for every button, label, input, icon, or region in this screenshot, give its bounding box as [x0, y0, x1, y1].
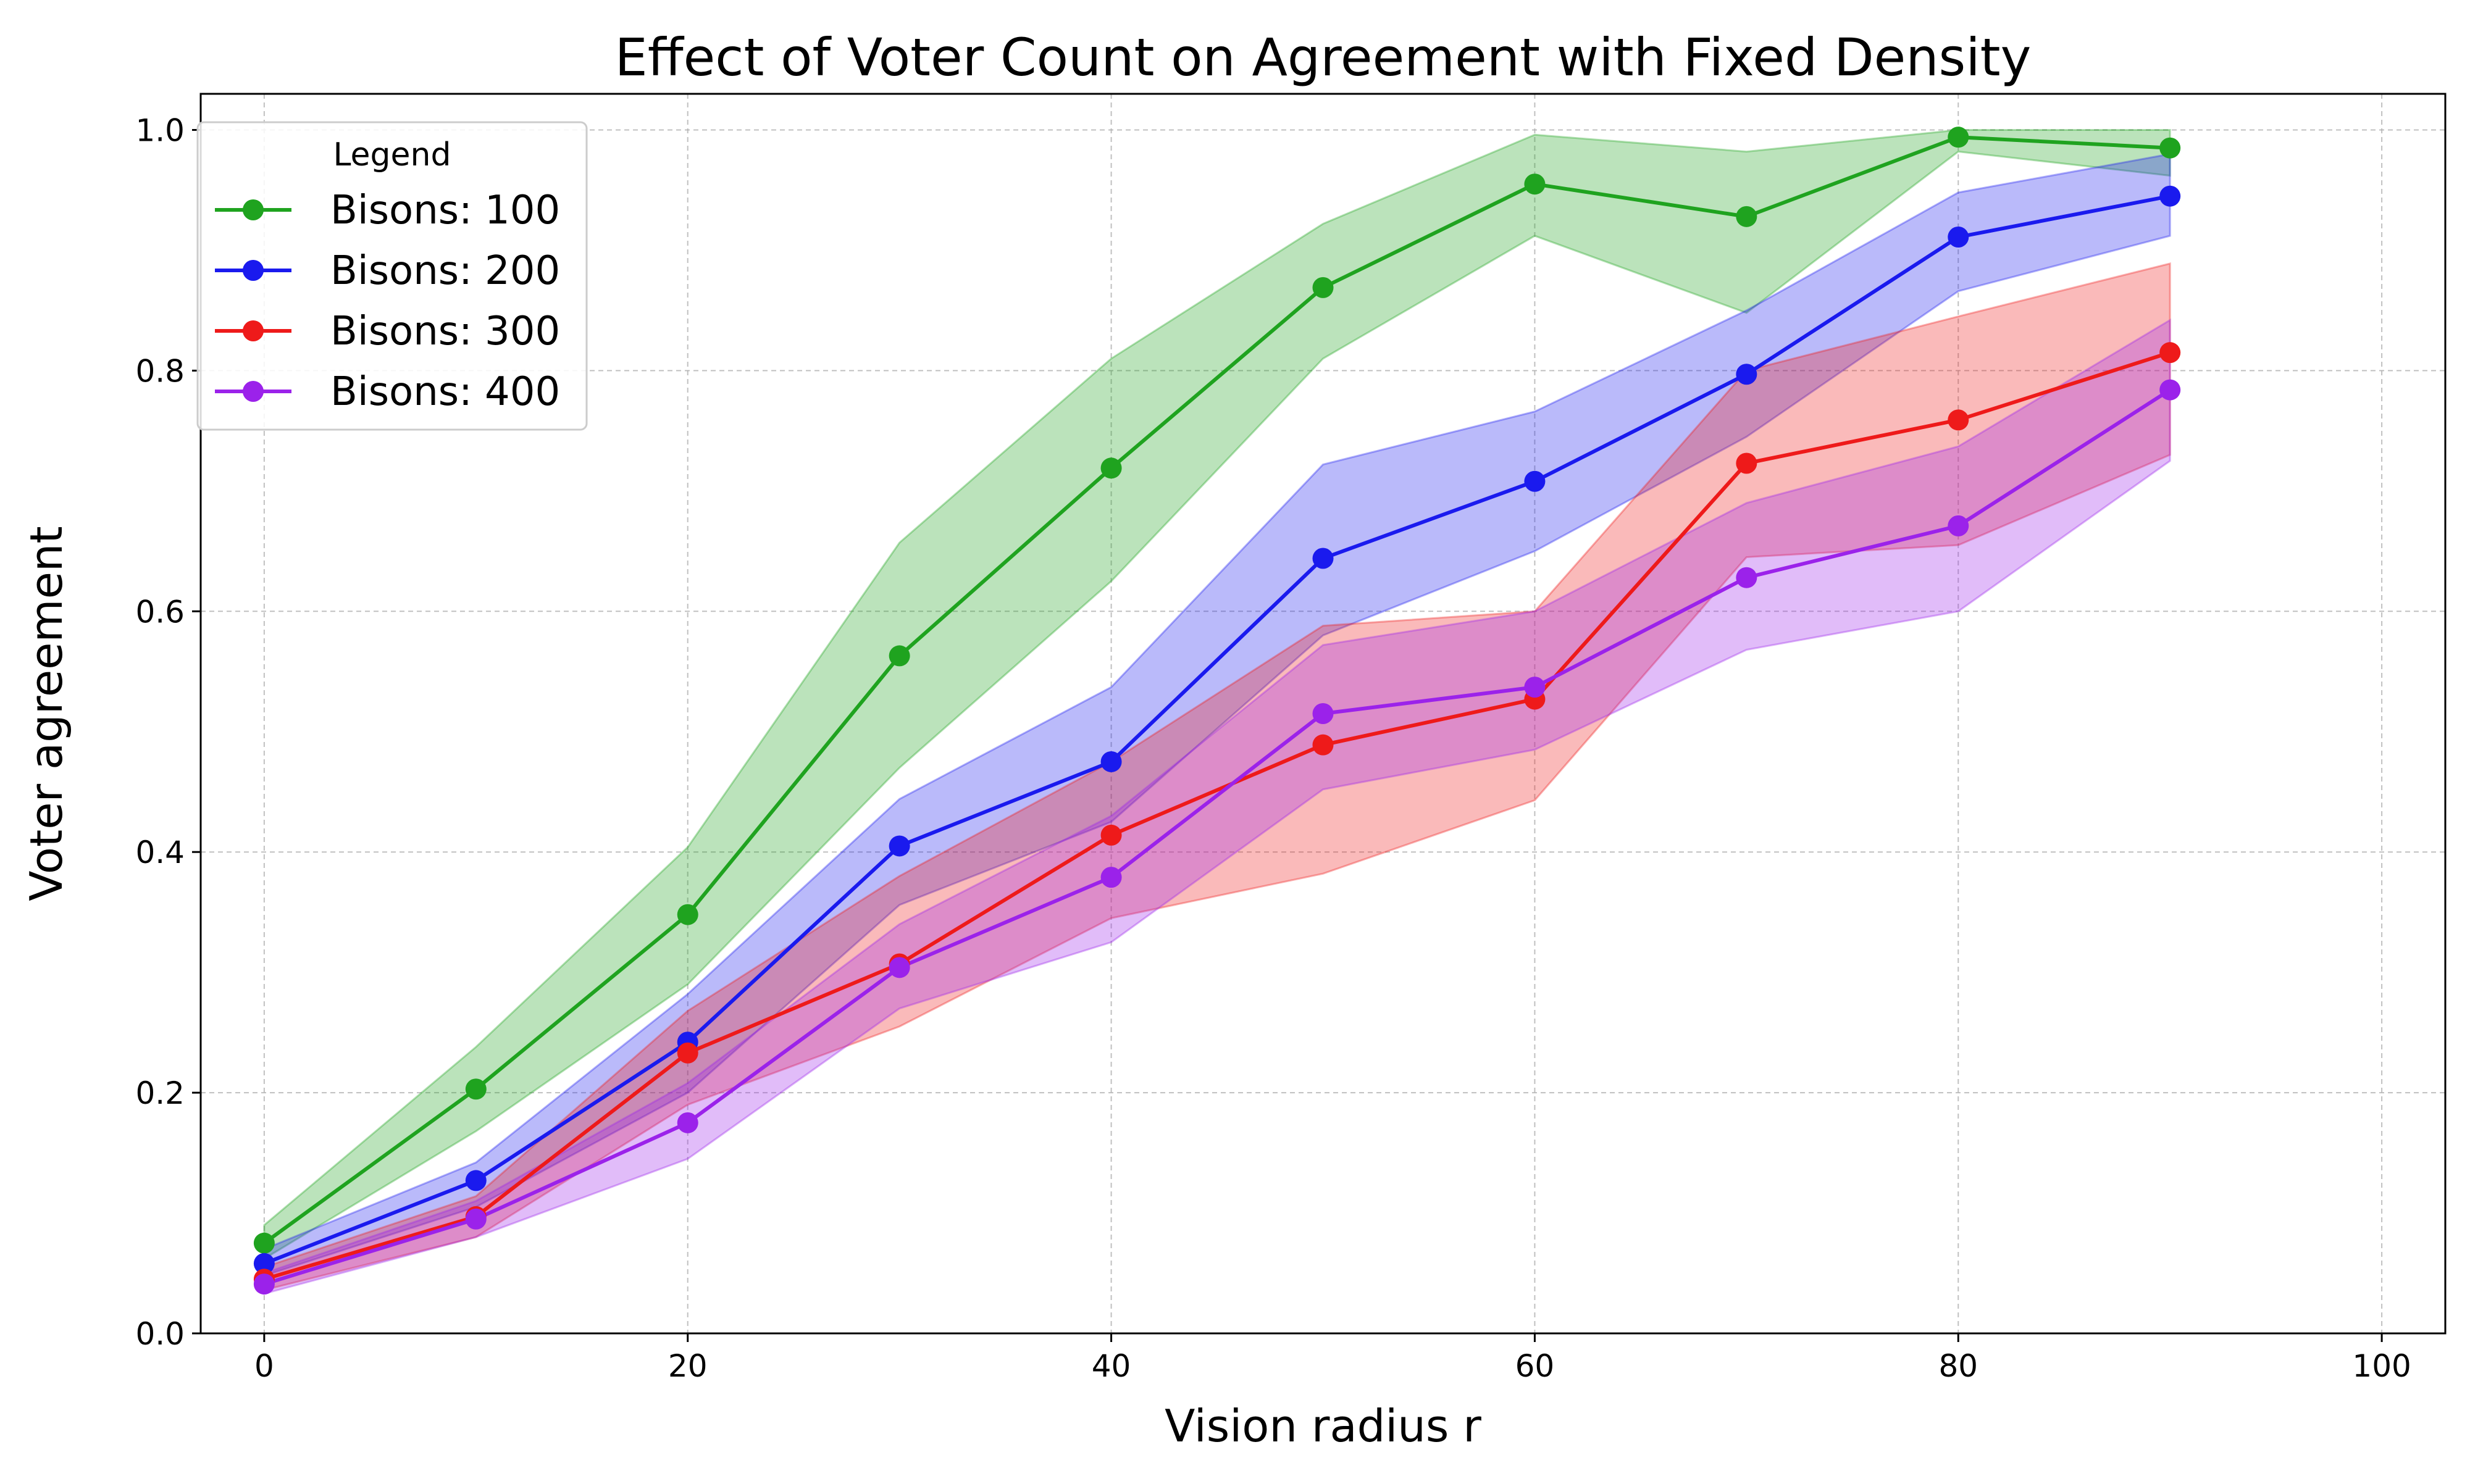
legend-box	[196, 121, 588, 431]
y-tick-label: 0.0	[135, 1316, 185, 1352]
series-points	[253, 127, 2181, 1295]
data-point	[1524, 470, 1546, 492]
legend-label: Bisons: 200	[330, 248, 560, 294]
data-point	[465, 1078, 487, 1100]
data-point	[1524, 677, 1546, 698]
confidence-band	[263, 318, 2171, 1295]
data-point	[677, 904, 698, 925]
data-point	[1736, 364, 1757, 385]
x-tick-label: 80	[1938, 1348, 1978, 1384]
data-point	[889, 645, 910, 667]
data-point	[2159, 379, 2181, 401]
data-point	[889, 957, 910, 978]
legend: Legend Bisons: 100 Bisons: 200 Bisons: 300…	[196, 121, 588, 431]
data-point	[253, 1253, 275, 1274]
series-line	[263, 194, 2171, 1265]
series-line	[263, 388, 2171, 1286]
series-lines	[263, 135, 2171, 1286]
y-tick-label: 0.2	[135, 1075, 185, 1111]
data-point	[465, 1208, 487, 1230]
y-tick-label: 0.8	[135, 353, 185, 389]
legend-label: Bisons: 100	[330, 188, 560, 233]
data-point	[1100, 824, 1122, 846]
legend-marker	[243, 260, 264, 281]
data-point	[677, 1042, 698, 1064]
legend-marker	[243, 320, 264, 341]
data-point	[1100, 457, 1122, 479]
x-axis-label: Vision radius r	[1165, 1400, 1481, 1452]
chart-title: Effect of Voter Count on Agreement with …	[615, 27, 2032, 88]
data-point	[253, 1232, 275, 1254]
data-point	[1736, 206, 1757, 227]
data-point	[1736, 567, 1757, 588]
data-point	[1312, 734, 1334, 756]
legend-label: Bisons: 300	[330, 309, 560, 354]
data-point	[1948, 515, 1969, 536]
x-tick-label: 0	[254, 1348, 274, 1384]
data-point	[889, 835, 910, 857]
series-line	[264, 351, 2171, 1282]
legend-marker	[243, 199, 264, 220]
y-axis-label: Voter agreement	[20, 526, 72, 901]
y-tick-label: 1.0	[135, 112, 185, 148]
legend-title: Legend	[333, 136, 451, 173]
data-point	[1948, 226, 1969, 248]
legend-label: Bisons: 400	[330, 369, 560, 415]
x-tick-label: 60	[1515, 1348, 1555, 1384]
data-point	[253, 1273, 275, 1295]
data-point	[1312, 277, 1334, 298]
x-tick-label: 20	[668, 1348, 708, 1384]
data-point	[1312, 548, 1334, 569]
series-line	[263, 135, 2171, 1245]
data-point	[1948, 409, 1969, 431]
data-point	[1736, 452, 1757, 474]
data-point	[2159, 137, 2181, 159]
axis-ticks: 0 20 40 60 80 100 0.0 0.2 0.4 0.6 0.8 1.0	[135, 112, 2411, 1384]
confidence-band	[263, 128, 2171, 1261]
y-tick-label: 0.6	[135, 594, 185, 630]
data-point	[2159, 185, 2181, 207]
x-tick-label: 100	[2352, 1348, 2411, 1384]
data-point	[1312, 703, 1334, 724]
y-tick-label: 0.4	[135, 835, 185, 870]
plot-frame	[199, 93, 2447, 1335]
data-point	[1100, 867, 1122, 888]
data-point	[677, 1112, 698, 1133]
data-point	[1524, 173, 1546, 195]
data-point	[1948, 127, 1969, 148]
legend-marker	[243, 381, 264, 402]
x-tick-label: 40	[1092, 1348, 1131, 1384]
data-point	[465, 1170, 487, 1191]
data-point	[1100, 751, 1122, 772]
data-point	[2159, 342, 2181, 364]
